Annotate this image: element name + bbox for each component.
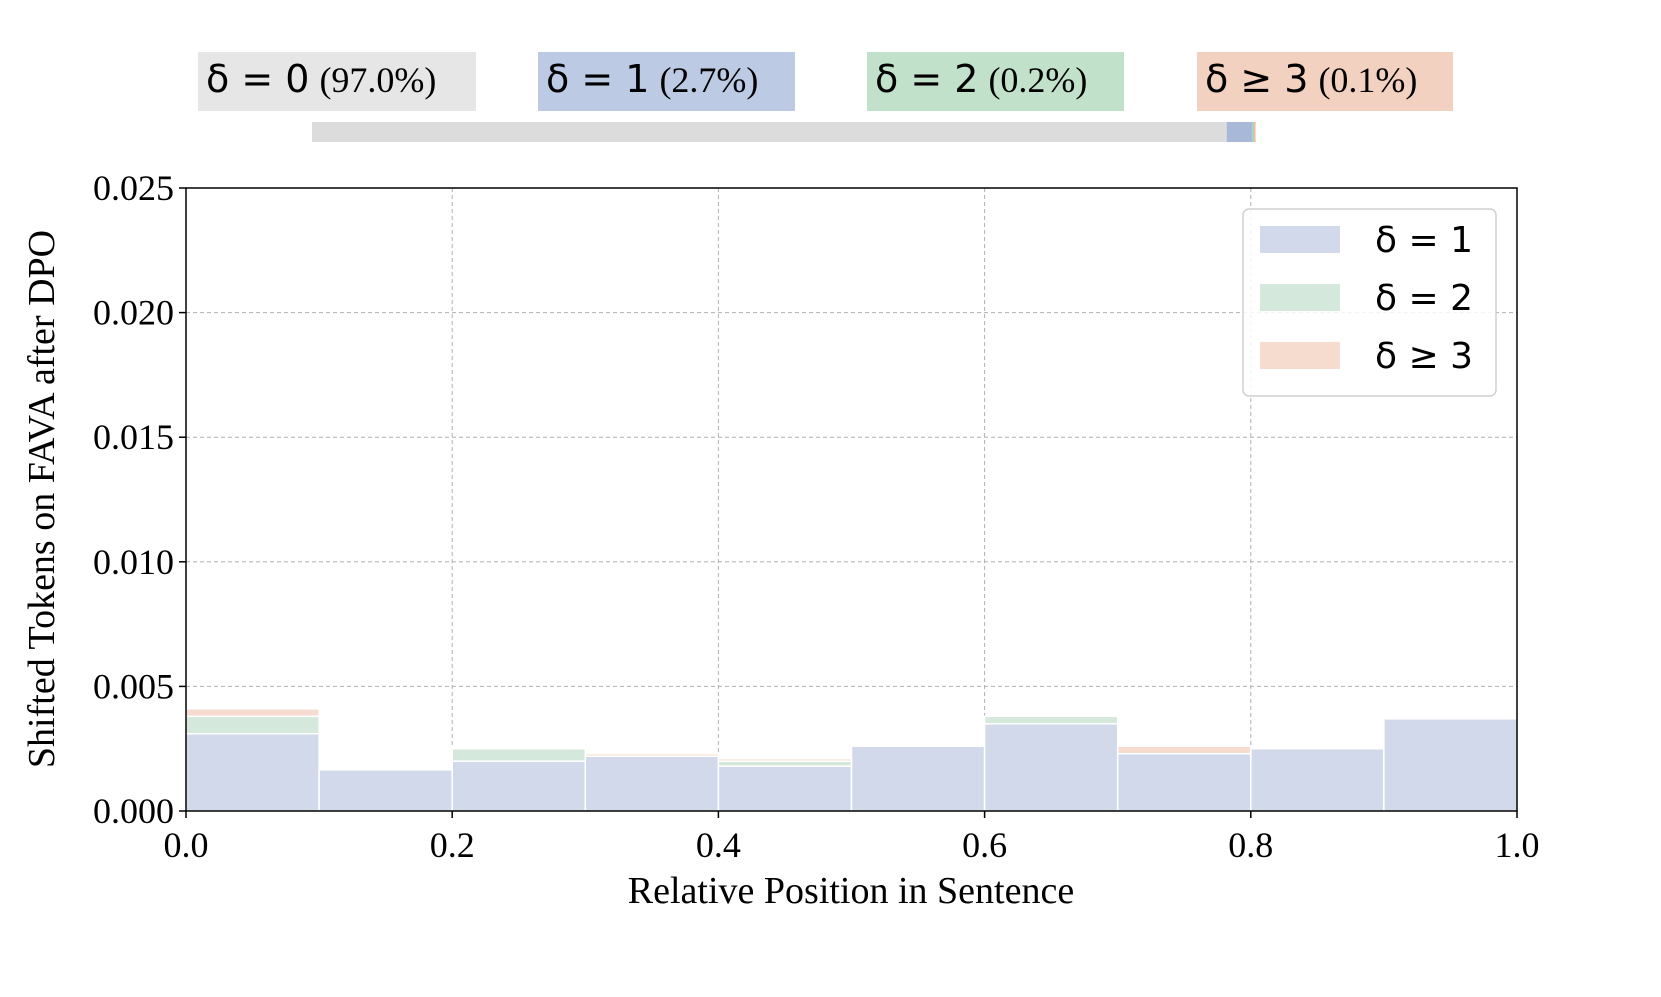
legend-label: δ = 2 <box>1375 278 1473 319</box>
x-tick-label: 0.4 <box>696 825 741 865</box>
category-label: δ = 0 (97.0%) <box>206 57 436 101</box>
x-tick-label: 0.6 <box>962 825 1007 865</box>
category-percent: (0.2%) <box>988 60 1087 100</box>
bar-segment-series-1-bin-9 <box>1383 718 1518 812</box>
legend: δ = 1 δ = 2 δ ≥ 3 <box>1242 208 1497 397</box>
bar-segment-series-1-bin-2 <box>451 760 587 812</box>
bar-segment-series-1-bin-4 <box>717 765 853 812</box>
proportion-header: δ = 0 (97.0%) δ = 1 (2.7%) δ = 2 (0.2%) δ ≥ 3(… <box>198 52 1453 142</box>
bar-segment-series-2-bin-0 <box>185 715 320 735</box>
bar-segment-series-1-bin-3 <box>584 755 720 812</box>
category-percent: (97.0%) <box>319 60 436 100</box>
proportion-segment <box>1226 122 1253 142</box>
category-label: δ = 1 (2.7%) <box>546 57 758 101</box>
legend-swatch <box>1260 342 1340 369</box>
legend-label: δ ≥ 3 <box>1375 336 1473 377</box>
bar-segment-series-1-bin-8 <box>1250 747 1385 812</box>
x-axis-label: Relative Position in Sentence <box>628 870 1074 912</box>
grid-lines <box>186 188 1517 811</box>
x-tick-label: 0.8 <box>1228 825 1273 865</box>
legend-swatch <box>1260 226 1340 253</box>
category-delta: δ = 1 <box>546 57 649 101</box>
bar-segment-series-1-bin-7 <box>1116 752 1252 812</box>
y-tick-label: 0.025 <box>93 168 174 208</box>
bar-segment-series-1-bin-1 <box>318 769 453 812</box>
bar-segment-series-1-bin-6 <box>983 723 1119 812</box>
category-delta: δ = 2 <box>875 57 978 101</box>
category-label-bg <box>1197 52 1453 111</box>
category-label-bg <box>867 52 1124 111</box>
category-label-bg <box>538 52 795 111</box>
y-axis-label: Shifted Tokens on FAVA after DPO <box>21 230 63 768</box>
legend-swatch <box>1260 284 1340 311</box>
y-tick-label: 0.010 <box>93 542 174 582</box>
y-tick-label: 0.015 <box>93 417 174 457</box>
category-percent: (0.1%) <box>1318 60 1417 100</box>
x-tick-label: 1.0 <box>1495 825 1540 865</box>
category-label-bg <box>198 52 476 111</box>
bar-segment-series-2-bin-2 <box>451 747 587 762</box>
bar-segment-series-3-bin-7 <box>1116 745 1252 755</box>
proportion-segment <box>1252 122 1255 142</box>
bar-segment-series-3-bin-0 <box>185 708 320 718</box>
bar-segment-series-2-bin-6 <box>983 715 1119 725</box>
bar-segment-series-3-bin-4 <box>717 757 853 762</box>
bar-segment-series-3-bin-3 <box>584 752 720 757</box>
y-tick-label: 0.005 <box>93 666 174 706</box>
plot-frame <box>185 187 1518 812</box>
bar-segment-series-1-bin-5 <box>850 745 986 812</box>
proportion-segment <box>312 122 1227 142</box>
category-label: δ = 2 (0.2%) <box>875 57 1087 101</box>
x-tick-label: 0.2 <box>430 825 475 865</box>
category-delta: δ ≥ 3 <box>1205 57 1308 101</box>
x-tick-label: 0.0 <box>164 825 209 865</box>
y-tick-label: 0.000 <box>93 791 174 831</box>
y-tick-label: 0.020 <box>93 293 174 333</box>
bar-segment-series-3-bin-9 <box>1383 716 1518 720</box>
category-percent: (2.7%) <box>659 60 758 100</box>
axis-ticks: 0.0 0.2 0.4 0.6 0.8 1.0 0.000 0.005 0.010 0.015 0.… <box>93 168 1540 865</box>
bars <box>185 708 1518 812</box>
category-label: δ ≥ 3 (0.1%) <box>1205 57 1417 101</box>
bar-segment-series-1-bin-0 <box>185 732 320 812</box>
legend-label: δ = 1 <box>1375 220 1473 261</box>
category-delta: δ = 0 <box>206 57 309 101</box>
proportion-segment <box>1254 122 1256 142</box>
